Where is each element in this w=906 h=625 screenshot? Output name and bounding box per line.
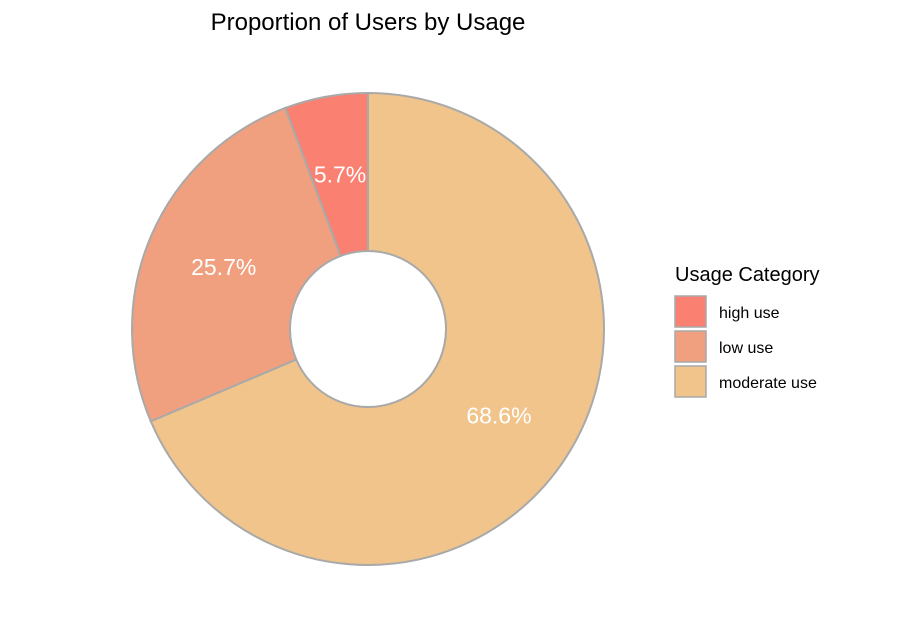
legend-swatch-moderate-use: [674, 365, 707, 398]
slice-low-use: [131, 106, 342, 423]
legend-swatch-high-use: [674, 295, 707, 328]
slice-label-moderate-use: 68.6%: [466, 403, 531, 429]
donut-slices: [131, 91, 605, 566]
legend-label-high-use: high use: [719, 305, 780, 322]
legend-swatch-low-use: [674, 330, 707, 363]
legend-title: Usage Category: [675, 264, 820, 286]
legend-label-moderate-use: moderate use: [719, 375, 817, 392]
legend: Usage Category high use low use moderate u…: [674, 264, 820, 398]
slice-label-low-use: 25.7%: [191, 254, 256, 280]
legend-label-low-use: low use: [719, 340, 773, 357]
slice-label-high-use: 5.7%: [314, 162, 366, 188]
slice-moderate-use: [149, 91, 605, 566]
slice-labels: 5.7% 25.7% 68.6%: [191, 162, 531, 429]
legend-items: high use low use moderate use: [674, 295, 817, 398]
chart-title: Proportion of Users by Usage: [211, 9, 526, 36]
